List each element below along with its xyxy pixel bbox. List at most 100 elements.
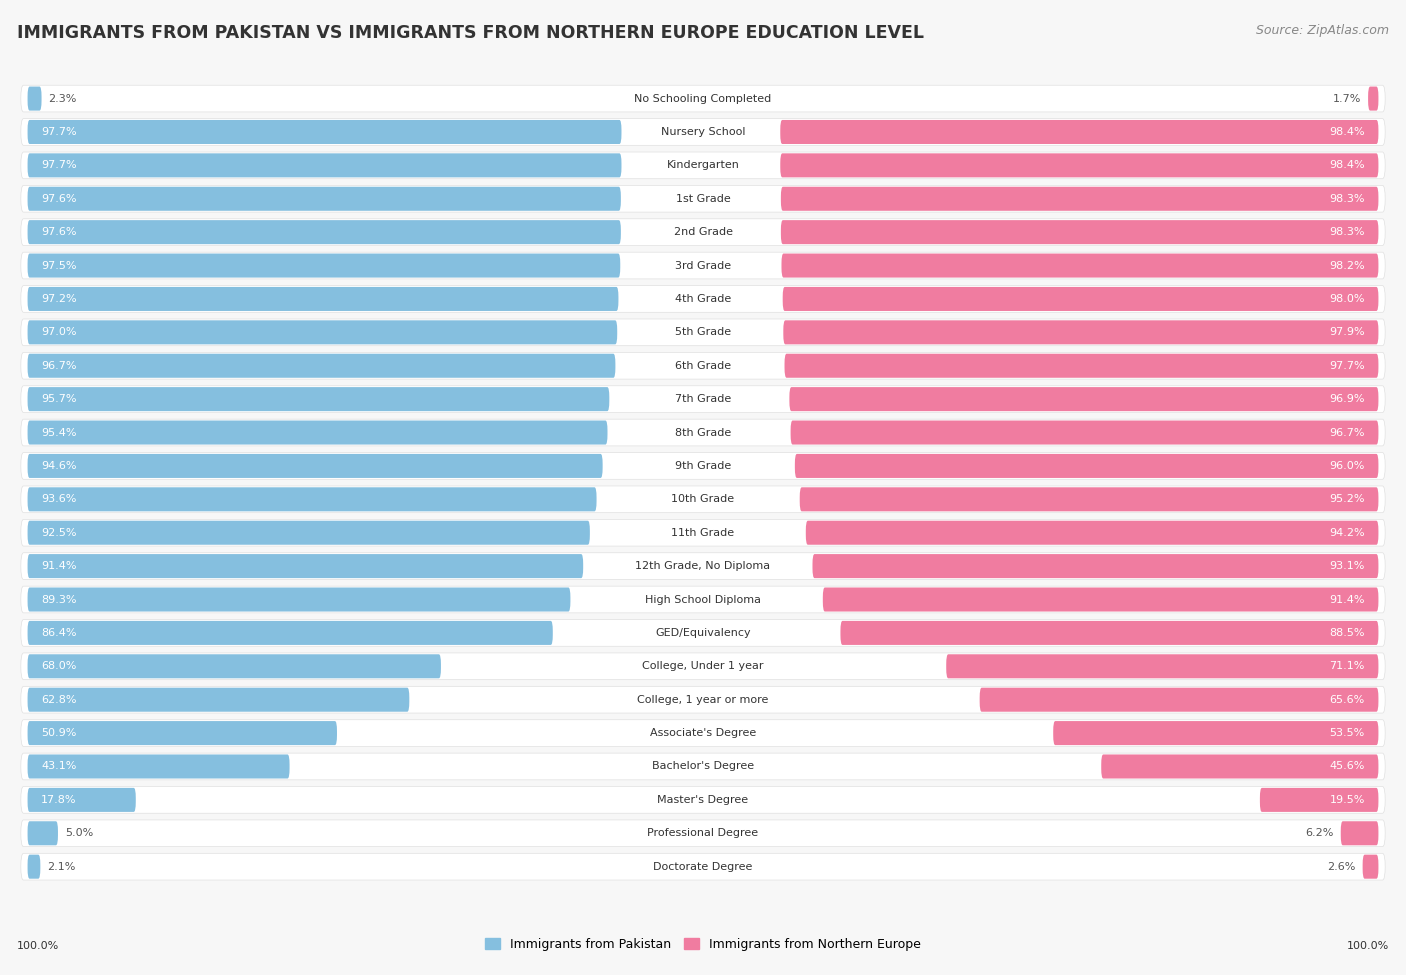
Text: 6.2%: 6.2%	[1306, 829, 1334, 838]
Text: 5th Grade: 5th Grade	[675, 328, 731, 337]
FancyBboxPatch shape	[28, 821, 58, 845]
Text: 96.7%: 96.7%	[1330, 427, 1365, 438]
Text: 45.6%: 45.6%	[1330, 761, 1365, 771]
FancyBboxPatch shape	[28, 220, 621, 244]
Legend: Immigrants from Pakistan, Immigrants from Northern Europe: Immigrants from Pakistan, Immigrants fro…	[481, 933, 925, 956]
Text: 50.9%: 50.9%	[41, 728, 76, 738]
Text: 98.3%: 98.3%	[1330, 194, 1365, 204]
FancyBboxPatch shape	[841, 621, 1378, 644]
Text: 95.4%: 95.4%	[41, 427, 76, 438]
FancyBboxPatch shape	[21, 286, 1385, 312]
FancyBboxPatch shape	[28, 621, 553, 644]
Text: 17.8%: 17.8%	[41, 795, 76, 805]
FancyBboxPatch shape	[28, 521, 591, 545]
Text: Doctorate Degree: Doctorate Degree	[654, 862, 752, 872]
Text: 10th Grade: 10th Grade	[672, 494, 734, 504]
FancyBboxPatch shape	[21, 586, 1385, 613]
FancyBboxPatch shape	[800, 488, 1378, 511]
FancyBboxPatch shape	[21, 853, 1385, 880]
Text: 97.7%: 97.7%	[41, 160, 77, 171]
Text: Professional Degree: Professional Degree	[647, 829, 759, 838]
Text: 100.0%: 100.0%	[1347, 941, 1389, 951]
FancyBboxPatch shape	[21, 619, 1385, 646]
Text: College, Under 1 year: College, Under 1 year	[643, 661, 763, 672]
Text: 68.0%: 68.0%	[41, 661, 76, 672]
FancyBboxPatch shape	[21, 352, 1385, 379]
Text: 71.1%: 71.1%	[1330, 661, 1365, 672]
Text: Bachelor's Degree: Bachelor's Degree	[652, 761, 754, 771]
Text: Source: ZipAtlas.com: Source: ZipAtlas.com	[1256, 24, 1389, 37]
Text: 98.3%: 98.3%	[1330, 227, 1365, 237]
FancyBboxPatch shape	[21, 720, 1385, 747]
FancyBboxPatch shape	[21, 85, 1385, 112]
FancyBboxPatch shape	[785, 354, 1378, 377]
Text: 9th Grade: 9th Grade	[675, 461, 731, 471]
FancyBboxPatch shape	[21, 486, 1385, 513]
Text: 94.2%: 94.2%	[1329, 527, 1365, 538]
FancyBboxPatch shape	[28, 488, 596, 511]
FancyBboxPatch shape	[21, 520, 1385, 546]
FancyBboxPatch shape	[28, 120, 621, 144]
FancyBboxPatch shape	[21, 319, 1385, 346]
FancyBboxPatch shape	[28, 321, 617, 344]
FancyBboxPatch shape	[21, 152, 1385, 178]
FancyBboxPatch shape	[780, 153, 1378, 177]
Text: 97.0%: 97.0%	[41, 328, 76, 337]
Text: 86.4%: 86.4%	[41, 628, 76, 638]
FancyBboxPatch shape	[28, 254, 620, 278]
Text: 2.3%: 2.3%	[48, 94, 77, 103]
FancyBboxPatch shape	[28, 855, 41, 878]
Text: 98.0%: 98.0%	[1330, 293, 1365, 304]
FancyBboxPatch shape	[946, 654, 1378, 679]
FancyBboxPatch shape	[21, 820, 1385, 846]
Text: 65.6%: 65.6%	[1330, 695, 1365, 705]
FancyBboxPatch shape	[21, 253, 1385, 279]
Text: 93.1%: 93.1%	[1330, 562, 1365, 571]
FancyBboxPatch shape	[28, 588, 571, 611]
FancyBboxPatch shape	[780, 120, 1378, 144]
FancyBboxPatch shape	[794, 454, 1378, 478]
Text: Master's Degree: Master's Degree	[658, 795, 748, 805]
Text: 8th Grade: 8th Grade	[675, 427, 731, 438]
Text: 2nd Grade: 2nd Grade	[673, 227, 733, 237]
FancyBboxPatch shape	[21, 419, 1385, 446]
Text: 2.6%: 2.6%	[1327, 862, 1355, 872]
Text: No Schooling Completed: No Schooling Completed	[634, 94, 772, 103]
FancyBboxPatch shape	[1101, 755, 1378, 778]
FancyBboxPatch shape	[783, 321, 1378, 344]
Text: High School Diploma: High School Diploma	[645, 595, 761, 604]
FancyBboxPatch shape	[783, 287, 1378, 311]
FancyBboxPatch shape	[28, 153, 621, 177]
Text: 98.2%: 98.2%	[1329, 260, 1365, 270]
Text: 96.9%: 96.9%	[1330, 394, 1365, 404]
Text: 100.0%: 100.0%	[17, 941, 59, 951]
Text: 11th Grade: 11th Grade	[672, 527, 734, 538]
FancyBboxPatch shape	[21, 452, 1385, 480]
FancyBboxPatch shape	[789, 387, 1378, 411]
Text: 98.4%: 98.4%	[1329, 127, 1365, 136]
FancyBboxPatch shape	[780, 187, 1378, 211]
Text: 5.0%: 5.0%	[65, 829, 93, 838]
FancyBboxPatch shape	[21, 753, 1385, 780]
Text: 97.6%: 97.6%	[41, 194, 76, 204]
FancyBboxPatch shape	[980, 687, 1378, 712]
Text: 96.7%: 96.7%	[41, 361, 76, 370]
FancyBboxPatch shape	[28, 187, 621, 211]
FancyBboxPatch shape	[813, 554, 1378, 578]
Text: 94.6%: 94.6%	[41, 461, 76, 471]
Text: Nursery School: Nursery School	[661, 127, 745, 136]
Text: 97.7%: 97.7%	[41, 127, 77, 136]
Text: IMMIGRANTS FROM PAKISTAN VS IMMIGRANTS FROM NORTHERN EUROPE EDUCATION LEVEL: IMMIGRANTS FROM PAKISTAN VS IMMIGRANTS F…	[17, 24, 924, 42]
FancyBboxPatch shape	[790, 420, 1378, 445]
Text: 1.7%: 1.7%	[1333, 94, 1361, 103]
FancyBboxPatch shape	[806, 521, 1378, 545]
FancyBboxPatch shape	[1368, 87, 1378, 110]
FancyBboxPatch shape	[28, 687, 409, 712]
Text: 1st Grade: 1st Grade	[676, 194, 730, 204]
FancyBboxPatch shape	[21, 386, 1385, 412]
FancyBboxPatch shape	[21, 119, 1385, 145]
FancyBboxPatch shape	[28, 387, 609, 411]
Text: 95.7%: 95.7%	[41, 394, 76, 404]
Text: 2.1%: 2.1%	[46, 862, 76, 872]
FancyBboxPatch shape	[21, 787, 1385, 813]
